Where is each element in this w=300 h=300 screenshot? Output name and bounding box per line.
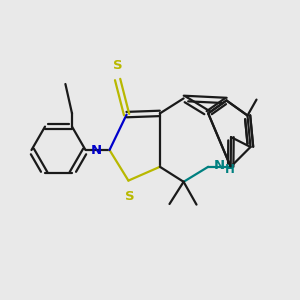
Text: H: H — [225, 163, 235, 176]
Text: N: N — [214, 159, 225, 172]
Text: N: N — [91, 143, 102, 157]
Text: S: S — [125, 190, 135, 202]
Text: S: S — [113, 59, 122, 72]
